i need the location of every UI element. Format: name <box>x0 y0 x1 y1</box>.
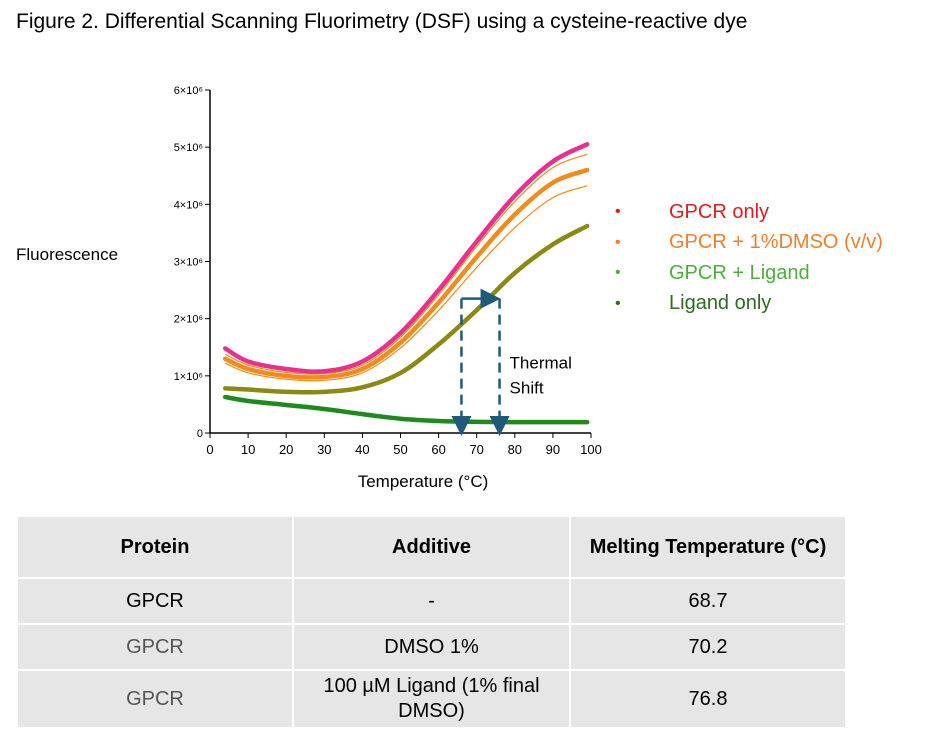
chart-legend: • GPCR only • GPCR + 1%DMSO (v/v) • GPCR + Li… <box>615 197 883 319</box>
legend-item-gpcr-only: • GPCR only <box>615 197 883 228</box>
series-line-gpcr-only <box>222 142 590 374</box>
series-line-gpcr-1-dmso-v-v <box>222 167 590 380</box>
legend-label: GPCR + 1%DMSO (v/v) <box>669 231 883 254</box>
header-additive: Additive <box>292 515 571 579</box>
y-tick-label: 3×10⁶ <box>174 257 203 269</box>
cell-additive: DMSO 1% <box>292 623 571 671</box>
x-axis-label: Temperature (°C) <box>358 472 489 491</box>
table-row: GPCR DMSO 1% 70.2 <box>16 623 847 671</box>
series-band-lower-gpcr-1-dmso-v-v <box>224 185 588 382</box>
x-tick-label: 20 <box>279 442 293 457</box>
cell-protein: GPCR <box>16 669 294 729</box>
legend-item-gpcr-ligand: • GPCR + Ligand <box>615 258 883 289</box>
legend-bullet-icon: • <box>615 294 621 312</box>
x-tick-label: 30 <box>317 442 331 457</box>
legend-item-ligand-only: • Ligand only <box>615 289 883 320</box>
header-melting-temperature: Melting Temperature (°C) <box>569 515 847 579</box>
cell-additive: 100 µM Ligand (1% final DMSO) <box>292 669 571 729</box>
legend-label: GPCR + Ligand <box>669 261 810 284</box>
table-row: GPCR - 68.7 <box>16 577 847 625</box>
x-tick-label: 80 <box>508 442 522 457</box>
header-protein: Protein <box>16 515 294 579</box>
x-tick-label: 10 <box>241 442 255 457</box>
cell-additive: - <box>292 577 571 625</box>
chart-axes: 0 10 20 30 40 50 60 70 80 90 100 0 1×10⁶ 2×10⁶ 3×10⁶ 4×… <box>174 85 602 457</box>
legend-label: Ligand only <box>669 292 772 315</box>
y-tick-label: 1×10⁶ <box>174 371 203 383</box>
y-tick-label: 4×10⁶ <box>174 199 203 211</box>
cell-melting-temperature: 68.7 <box>569 577 847 625</box>
cell-melting-temperature: 70.2 <box>569 623 847 671</box>
x-tick-label: 60 <box>431 442 445 457</box>
legend-bullet-icon: • <box>615 264 621 282</box>
series-line-gpcr-ligand <box>222 223 590 395</box>
legend-label: GPCR only <box>669 200 770 223</box>
series-band-upper-gpcr-1-dmso-v-v <box>224 153 588 375</box>
cell-protein: GPCR <box>16 577 294 625</box>
y-tick-label: 5×10⁶ <box>174 142 203 154</box>
y-tick-label: 2×10⁶ <box>174 314 203 326</box>
dsf-chart: 0 10 20 30 40 50 60 70 80 90 100 0 1×10⁶ 2×10⁶ 3×10⁶ 4×… <box>174 85 602 491</box>
figure-title: Figure 2. Differential Scanning Fluorime… <box>16 10 748 33</box>
cell-protein: GPCR <box>16 623 294 671</box>
thermal-shift-annotation: Thermal Shift <box>451 288 572 436</box>
table-header-row: Protein Additive Melting Temperature (°C… <box>16 515 847 579</box>
legend-bullet-icon: • <box>615 203 621 221</box>
y-tick-label: 6×10⁶ <box>174 85 203 97</box>
x-tick-label: 40 <box>355 442 369 457</box>
x-tick-label: 100 <box>580 442 602 457</box>
annotation-text-line1: Thermal <box>510 354 572 373</box>
annotation-text-line2: Shift <box>510 379 544 398</box>
cell-melting-temperature: 76.8 <box>569 669 847 729</box>
y-tick-label: 0 <box>197 428 203 440</box>
melting-temperature-table: Protein Additive Melting Temperature (°C… <box>16 515 847 729</box>
x-tick-label: 70 <box>469 442 483 457</box>
x-tick-label: 50 <box>393 442 407 457</box>
x-tick-label: 0 <box>206 442 213 457</box>
series-layer <box>222 142 590 425</box>
series-line-ligand-only <box>222 394 590 425</box>
y-axis-label: Fluorescence <box>16 245 119 264</box>
legend-bullet-icon: • <box>615 233 621 251</box>
x-tick-label: 90 <box>546 442 560 457</box>
table-row: GPCR 100 µM Ligand (1% final DMSO) 76.8 <box>16 669 847 729</box>
legend-item-gpcr-1-dmso-v-v: • GPCR + 1%DMSO (v/v) <box>615 228 883 259</box>
